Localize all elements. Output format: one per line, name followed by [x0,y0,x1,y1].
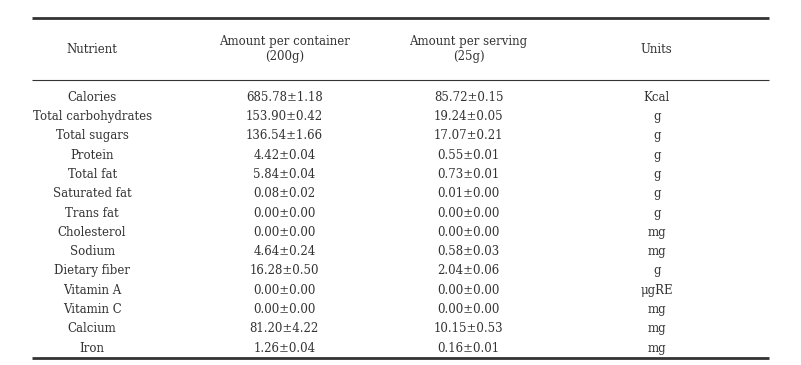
Text: 1.26±0.04: 1.26±0.04 [253,342,316,354]
Text: 0.00±0.00: 0.00±0.00 [253,303,316,316]
Text: 19.24±0.05: 19.24±0.05 [434,110,503,123]
Text: Amount per serving
(25g): Amount per serving (25g) [409,35,528,63]
Text: 17.07±0.21: 17.07±0.21 [434,129,503,142]
Text: 10.15±0.53: 10.15±0.53 [434,322,503,335]
Text: 0.00±0.00: 0.00±0.00 [437,284,500,297]
Text: 81.20±4.22: 81.20±4.22 [250,322,319,335]
Text: 4.42±0.04: 4.42±0.04 [253,149,316,162]
Text: Kcal: Kcal [644,91,670,104]
Text: Sodium: Sodium [70,245,115,258]
Text: g: g [653,264,661,277]
Text: 0.00±0.00: 0.00±0.00 [437,226,500,239]
Text: 85.72±0.15: 85.72±0.15 [434,91,503,104]
Text: Calcium: Calcium [68,322,116,335]
Text: 16.28±0.50: 16.28±0.50 [250,264,319,277]
Text: Nutrient: Nutrient [66,43,118,56]
Text: 0.55±0.01: 0.55±0.01 [437,149,500,162]
Text: g: g [653,207,661,219]
Text: Vitamin C: Vitamin C [62,303,122,316]
Text: Total sugars: Total sugars [56,129,128,142]
Text: Vitamin A: Vitamin A [63,284,121,297]
Text: 2.04±0.06: 2.04±0.06 [437,264,500,277]
Text: 0.16±0.01: 0.16±0.01 [437,342,500,354]
Text: Total carbohydrates: Total carbohydrates [33,110,151,123]
Text: Calories: Calories [67,91,117,104]
Text: Total fat: Total fat [67,168,117,181]
Text: g: g [653,187,661,200]
Text: 0.00±0.00: 0.00±0.00 [253,284,316,297]
Text: Iron: Iron [79,342,105,354]
Text: Cholesterol: Cholesterol [58,226,127,239]
Text: 153.90±0.42: 153.90±0.42 [246,110,323,123]
Text: 0.01±0.00: 0.01±0.00 [437,187,500,200]
Text: 0.00±0.00: 0.00±0.00 [437,303,500,316]
Text: Protein: Protein [70,149,114,162]
Text: Units: Units [641,43,673,56]
Text: 5.84±0.04: 5.84±0.04 [253,168,316,181]
Text: μgRE: μgRE [641,284,673,297]
Text: g: g [653,129,661,142]
Text: 0.00±0.00: 0.00±0.00 [253,226,316,239]
Text: 0.08±0.02: 0.08±0.02 [253,187,316,200]
Text: 0.73±0.01: 0.73±0.01 [437,168,500,181]
Text: Dietary fiber: Dietary fiber [54,264,130,277]
Text: 685.78±1.18: 685.78±1.18 [246,91,323,104]
Text: mg: mg [647,303,666,316]
Text: Saturated fat: Saturated fat [53,187,131,200]
Text: 0.58±0.03: 0.58±0.03 [437,245,500,258]
Text: mg: mg [647,322,666,335]
Text: g: g [653,149,661,162]
Text: 4.64±0.24: 4.64±0.24 [253,245,316,258]
Text: mg: mg [647,245,666,258]
Text: 136.54±1.66: 136.54±1.66 [246,129,323,142]
Text: mg: mg [647,342,666,354]
Text: 0.00±0.00: 0.00±0.00 [253,207,316,219]
Text: Amount per container
(200g): Amount per container (200g) [219,35,350,63]
Text: mg: mg [647,226,666,239]
Text: 0.00±0.00: 0.00±0.00 [437,207,500,219]
Text: Trans fat: Trans fat [66,207,119,219]
Text: g: g [653,168,661,181]
Text: g: g [653,110,661,123]
